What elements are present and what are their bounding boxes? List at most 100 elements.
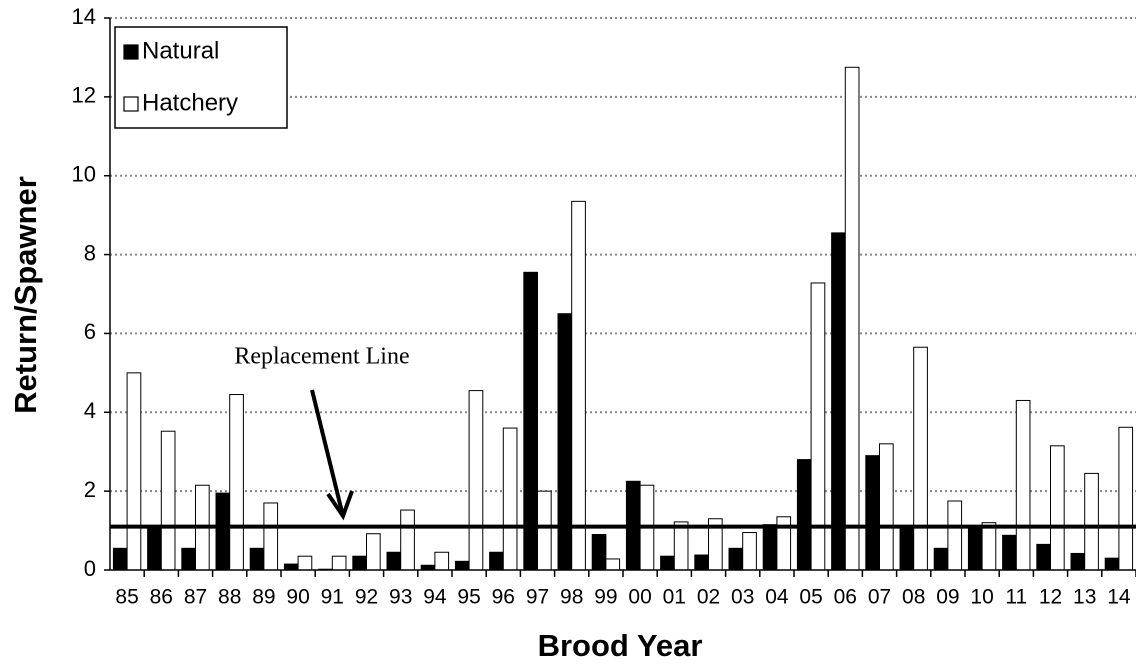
y-tick-label: 0 bbox=[84, 556, 96, 581]
legend-swatch bbox=[123, 96, 139, 112]
y-tick-label: 12 bbox=[72, 83, 96, 108]
x-tick-label: 91 bbox=[321, 586, 344, 609]
y-tick-label: 2 bbox=[84, 477, 96, 502]
bar bbox=[728, 547, 744, 571]
bar bbox=[160, 430, 176, 571]
legend-label: Hatchery bbox=[142, 89, 238, 116]
bar bbox=[454, 560, 470, 571]
bar bbox=[879, 443, 894, 571]
bar bbox=[913, 346, 928, 571]
bar bbox=[181, 547, 197, 571]
y-tick-label: 14 bbox=[72, 4, 96, 29]
bar bbox=[844, 66, 860, 571]
bar bbox=[537, 490, 552, 571]
x-tick-label: 87 bbox=[184, 586, 207, 609]
bar bbox=[899, 526, 915, 571]
bar bbox=[126, 372, 142, 571]
bar bbox=[1002, 534, 1017, 571]
y-tick-label: 8 bbox=[84, 240, 96, 265]
x-tick-label: 07 bbox=[868, 586, 891, 609]
bar bbox=[981, 522, 997, 571]
bar bbox=[1015, 399, 1031, 571]
bar bbox=[1118, 426, 1134, 571]
x-tick-label: 03 bbox=[731, 586, 754, 609]
y-tick-label: 6 bbox=[84, 319, 96, 344]
arrow-shaft bbox=[310, 389, 344, 513]
x-tick-label: 05 bbox=[799, 586, 822, 609]
x-tick-label: 99 bbox=[594, 586, 617, 609]
bar bbox=[331, 555, 347, 571]
bar bbox=[1104, 557, 1120, 571]
bar bbox=[352, 555, 368, 571]
x-axis-title: Brood Year bbox=[538, 628, 703, 663]
x-tick-label: 10 bbox=[970, 586, 993, 609]
bar bbox=[591, 534, 607, 571]
x-tick-label: 85 bbox=[115, 586, 138, 609]
arrow-head bbox=[326, 490, 354, 521]
x-tick-label: 89 bbox=[252, 586, 275, 609]
bar bbox=[283, 563, 299, 571]
x-tick-label: 90 bbox=[286, 586, 309, 609]
bar bbox=[742, 532, 757, 571]
x-tick-label: 01 bbox=[663, 586, 686, 609]
x-tick-label: 95 bbox=[457, 586, 480, 609]
bar bbox=[249, 547, 265, 571]
x-tick-label: 94 bbox=[423, 586, 447, 609]
legend-box bbox=[114, 26, 288, 129]
bar bbox=[366, 533, 381, 571]
bar bbox=[215, 492, 231, 571]
legend-label: Natural bbox=[142, 37, 219, 64]
bar bbox=[112, 547, 128, 571]
bar bbox=[386, 551, 402, 571]
bar bbox=[933, 547, 949, 571]
bar bbox=[1036, 543, 1051, 571]
bar bbox=[796, 459, 812, 571]
y-tick-label: 4 bbox=[84, 398, 96, 423]
y-tick-label: 10 bbox=[72, 162, 96, 187]
x-tick-label: 04 bbox=[765, 586, 789, 609]
bar bbox=[1084, 472, 1099, 571]
x-tick-label: 14 bbox=[1107, 586, 1131, 609]
bar bbox=[400, 509, 415, 571]
bar bbox=[762, 524, 778, 571]
x-tick-label: 00 bbox=[628, 586, 651, 609]
bar bbox=[831, 232, 846, 571]
x-tick-label: 88 bbox=[218, 586, 241, 609]
bar bbox=[1070, 552, 1086, 571]
bar bbox=[263, 502, 279, 571]
bar bbox=[605, 558, 621, 571]
x-tick-label: 08 bbox=[902, 586, 925, 609]
annotation: Replacement Line bbox=[234, 344, 409, 370]
bar bbox=[947, 500, 963, 571]
bar bbox=[571, 200, 586, 571]
legend-swatch bbox=[123, 44, 139, 60]
bar bbox=[557, 313, 573, 571]
bar bbox=[673, 521, 689, 571]
bar bbox=[1050, 445, 1065, 571]
x-tick-label: 11 bbox=[1005, 586, 1027, 609]
bar bbox=[489, 551, 504, 571]
x-tick-label: 93 bbox=[389, 586, 412, 609]
bar bbox=[694, 554, 710, 571]
x-tick-label: 06 bbox=[834, 586, 857, 609]
bar bbox=[434, 551, 450, 571]
bar bbox=[502, 427, 518, 571]
x-tick-label: 13 bbox=[1073, 586, 1096, 609]
x-tick-label: 96 bbox=[492, 586, 515, 609]
x-tick-label: 09 bbox=[936, 586, 959, 609]
bar bbox=[865, 455, 881, 571]
bar bbox=[660, 555, 675, 571]
x-tick-label: 98 bbox=[560, 586, 583, 609]
bar bbox=[967, 528, 983, 571]
x-tick-label: 02 bbox=[697, 586, 720, 609]
y-axis-title: Return/Spawner bbox=[8, 176, 43, 414]
x-tick-label: 92 bbox=[355, 586, 378, 609]
x-tick-label: 12 bbox=[1039, 586, 1062, 609]
x-tick-label: 97 bbox=[526, 586, 549, 609]
x-tick-label: 86 bbox=[150, 586, 173, 609]
bar bbox=[147, 526, 162, 571]
bar bbox=[297, 555, 313, 571]
bar bbox=[468, 390, 484, 571]
bar bbox=[229, 394, 244, 571]
